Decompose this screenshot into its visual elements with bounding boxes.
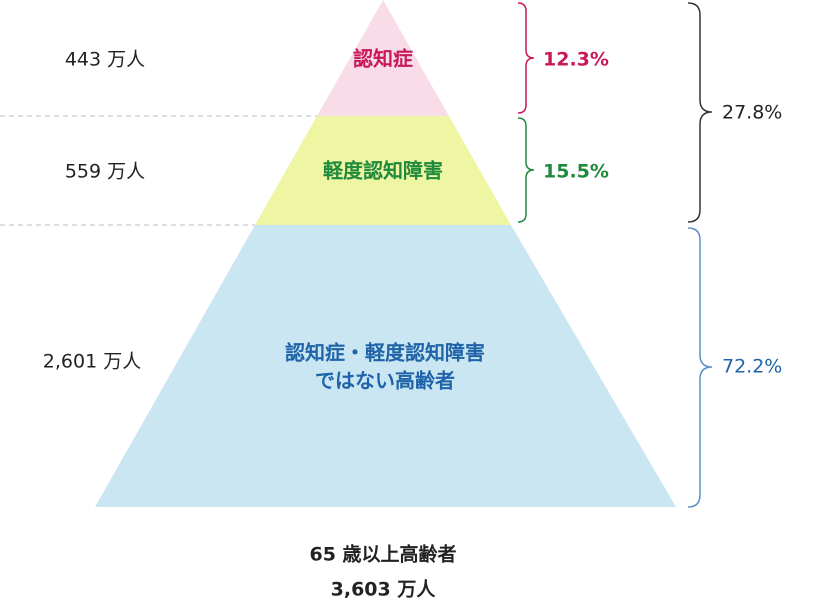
tier-middle xyxy=(255,116,511,225)
tier-top xyxy=(317,0,449,116)
tier-label: 認知症・軽度認知障害 xyxy=(285,341,485,365)
tier-bottom xyxy=(95,225,676,507)
population: 443 万人 xyxy=(65,49,145,71)
share: 12.3% xyxy=(543,49,609,71)
brace xyxy=(517,2,535,114)
share: 72.2% xyxy=(722,356,782,378)
brace xyxy=(517,117,535,223)
population: 2,601 万人 xyxy=(43,351,141,373)
brace xyxy=(687,227,713,508)
tier-label: ではない高齢者 xyxy=(315,369,455,393)
total-label: 65 歳以上高齢者 xyxy=(309,543,456,566)
group-share: 27.8% xyxy=(722,102,782,124)
total-population: 3,603 万人 xyxy=(331,579,437,601)
population: 559 万人 xyxy=(65,161,145,183)
share: 15.5% xyxy=(543,161,609,183)
brace xyxy=(687,2,713,223)
tier-label: 軽度認知障害 xyxy=(323,159,443,183)
tier-label: 認知症 xyxy=(353,47,413,71)
